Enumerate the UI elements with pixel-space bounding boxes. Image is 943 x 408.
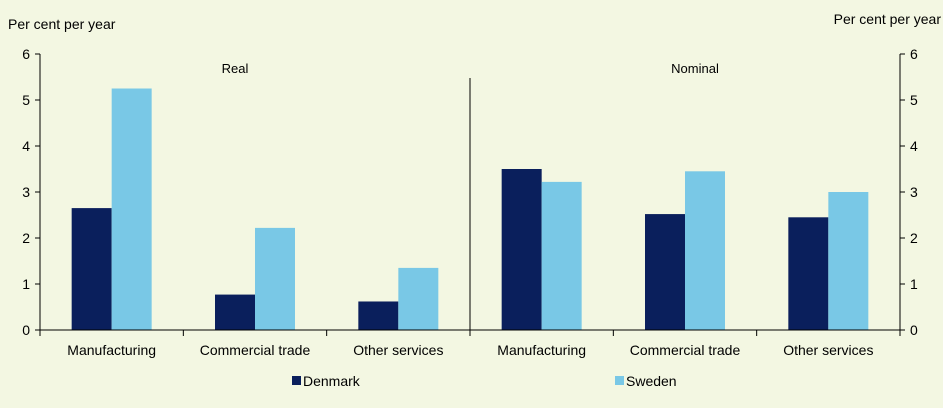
legend: Denmark Sweden — [292, 373, 677, 389]
right-y-tick-label: 4 — [910, 138, 918, 154]
right-y-tick-label: 3 — [910, 184, 918, 200]
panel-label: Real — [222, 61, 249, 76]
left-y-tick-label: 5 — [22, 92, 30, 108]
bar-sweden — [828, 192, 869, 330]
category-label: Other services — [783, 342, 873, 358]
left-y-tick-label: 3 — [22, 184, 30, 200]
left-axis-unit-label: Per cent per year — [8, 16, 116, 32]
left-y-tick-label: 1 — [22, 276, 30, 292]
category-label: Commercial trade — [630, 342, 741, 358]
left-y-tick-label: 4 — [22, 138, 30, 154]
right-y-tick-label: 6 — [910, 46, 918, 62]
left-y-tick-label: 0 — [22, 322, 30, 338]
bar-denmark — [501, 169, 542, 330]
bar-denmark — [215, 294, 255, 330]
category-label: Manufacturing — [497, 342, 586, 358]
bar-sweden — [111, 88, 152, 330]
bar-denmark — [645, 214, 685, 330]
bar-denmark — [788, 217, 829, 330]
bar-denmark — [358, 301, 399, 330]
axes-group — [35, 53, 905, 336]
right-y-tick-label: 5 — [910, 92, 918, 108]
legend-label-sweden: Sweden — [626, 373, 677, 389]
left-y-tick-label: 2 — [22, 230, 30, 246]
bar-sweden — [685, 171, 725, 330]
panel-label: Nominal — [671, 61, 719, 76]
legend-label-denmark: Denmark — [303, 373, 361, 389]
right-y-tick-label: 0 — [910, 322, 918, 338]
bar-denmark — [71, 208, 112, 330]
category-label: Manufacturing — [67, 342, 156, 358]
bar-sweden — [255, 227, 295, 330]
bars-group — [71, 88, 869, 330]
right-axis-unit-label: Per cent per year — [834, 11, 942, 27]
legend-swatch-sweden — [615, 376, 624, 385]
right-y-tick-label: 1 — [910, 276, 918, 292]
category-label: Other services — [353, 342, 443, 358]
bar-sweden — [541, 181, 582, 330]
right-y-tick-label: 2 — [910, 230, 918, 246]
labels-group: 0 0 1 1 2 2 3 3 4 4 5 5 6 6 Real Manufacturing Commercia… — [22, 46, 918, 358]
legend-swatch-denmark — [292, 376, 301, 385]
category-label: Commercial trade — [200, 342, 311, 358]
left-y-tick-label: 6 — [22, 46, 30, 62]
bar-sweden — [398, 267, 439, 330]
